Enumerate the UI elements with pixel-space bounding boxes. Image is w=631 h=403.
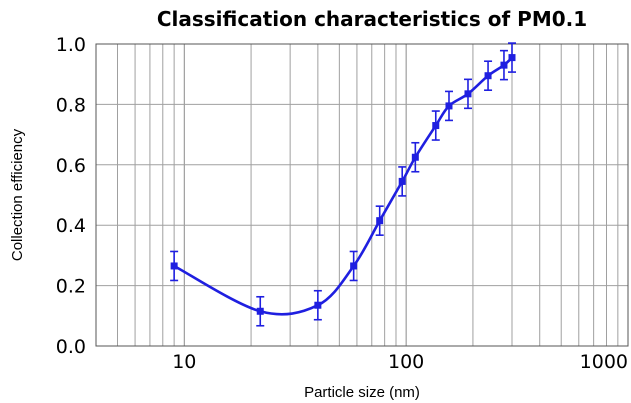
y-tick-label: 0.4	[56, 215, 86, 237]
data-point-marker	[398, 177, 406, 185]
data-point-marker	[350, 262, 358, 270]
y-tick-labels: 0.0 0.2 0.4 0.6 0.8 1.0	[56, 34, 86, 358]
x-tick-label: 1000	[580, 351, 628, 373]
data-point-marker	[170, 262, 178, 270]
series-line	[173, 56, 513, 316]
y-axis-label: Collection efficiency	[9, 128, 26, 261]
data-point-marker	[432, 122, 440, 130]
data-point-marker	[484, 72, 492, 80]
x-axis-label: Particle size (nm)	[304, 384, 420, 401]
data-point-marker	[411, 153, 419, 161]
x-tick-label: 100	[388, 351, 424, 373]
data-point-marker	[314, 301, 322, 309]
y-tick-label: 0.2	[56, 276, 86, 298]
y-tick-label: 0.8	[56, 94, 86, 116]
data-point-marker	[256, 307, 264, 315]
data-point-marker	[445, 102, 453, 110]
data-point-marker	[376, 217, 384, 225]
plot-area	[95, 43, 629, 347]
data-series	[170, 42, 516, 327]
y-tick-label: 0.0	[56, 336, 86, 358]
grid-lines	[96, 44, 628, 346]
x-tick-label: 10	[172, 351, 196, 373]
y-tick-label: 1.0	[56, 34, 86, 56]
data-point-marker	[508, 54, 516, 62]
x-tick-labels: 10 100 1000	[172, 351, 628, 373]
y-tick-label: 0.6	[56, 155, 86, 177]
chart-title: Classification characteristics of PM0.1	[157, 7, 587, 31]
data-point-marker	[500, 61, 508, 69]
data-point-marker	[464, 90, 472, 98]
